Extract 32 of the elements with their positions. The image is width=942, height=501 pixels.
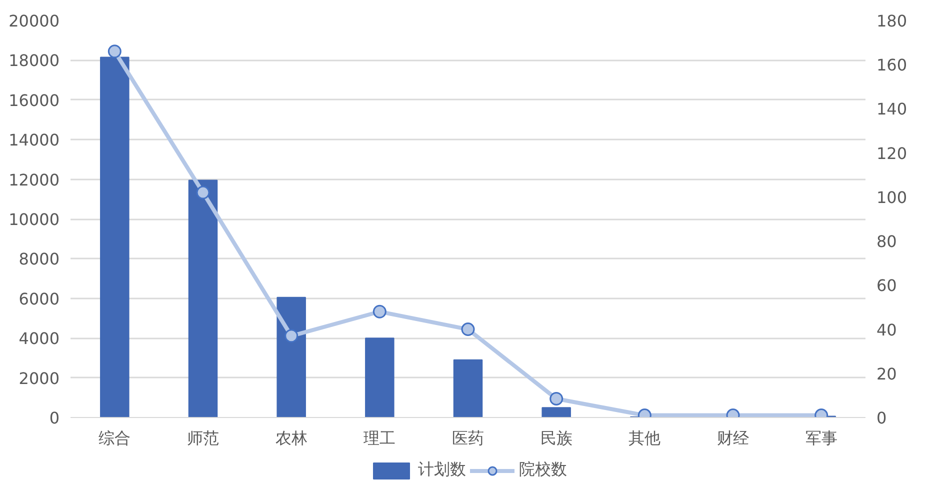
y-tick-label: 10000 bbox=[8, 210, 60, 229]
y-tick-label: 18000 bbox=[8, 51, 60, 70]
x-tick-label: 综合 bbox=[98, 428, 131, 448]
x-tick-label: 军事 bbox=[805, 428, 838, 448]
x-tick-label: 理工 bbox=[364, 428, 396, 448]
y2-tick-label: 40 bbox=[876, 320, 897, 340]
x-tick-label: 医药 bbox=[452, 428, 484, 448]
x-tick-label: 师范 bbox=[187, 428, 219, 448]
y2-tick-label: 60 bbox=[876, 276, 897, 296]
y-tick-label: 20000 bbox=[8, 12, 60, 30]
y-tick-label: 6000 bbox=[18, 289, 60, 308]
legend-label: 院校数 bbox=[519, 460, 567, 480]
y2-tick-label: 140 bbox=[876, 100, 908, 119]
y2-tick-label: 100 bbox=[876, 188, 908, 207]
y-tick-label: 14000 bbox=[8, 130, 60, 150]
y-tick-label: 12000 bbox=[8, 170, 60, 190]
x-tick-label: 农林 bbox=[275, 428, 308, 448]
y2-tick-label: 0 bbox=[876, 408, 887, 428]
y2-tick-label: 160 bbox=[876, 56, 908, 75]
x-tick-label: 财经 bbox=[717, 428, 749, 448]
y2-tick-label: 180 bbox=[876, 12, 908, 30]
y-tick-label: 16000 bbox=[8, 90, 60, 110]
y2-tick-label: 20 bbox=[876, 364, 897, 384]
y2-tick-label: 120 bbox=[876, 144, 908, 163]
y-tick-label: 2000 bbox=[18, 368, 60, 388]
x-tick-label: 其他 bbox=[628, 428, 661, 448]
y-tick-label: 0 bbox=[49, 408, 60, 428]
x-tick-label: 民族 bbox=[540, 428, 572, 448]
legend-label: 计划数 bbox=[418, 460, 466, 480]
y-tick-label: 4000 bbox=[18, 329, 60, 348]
y2-tick-label: 80 bbox=[876, 232, 897, 252]
y-tick-label: 8000 bbox=[18, 250, 60, 269]
